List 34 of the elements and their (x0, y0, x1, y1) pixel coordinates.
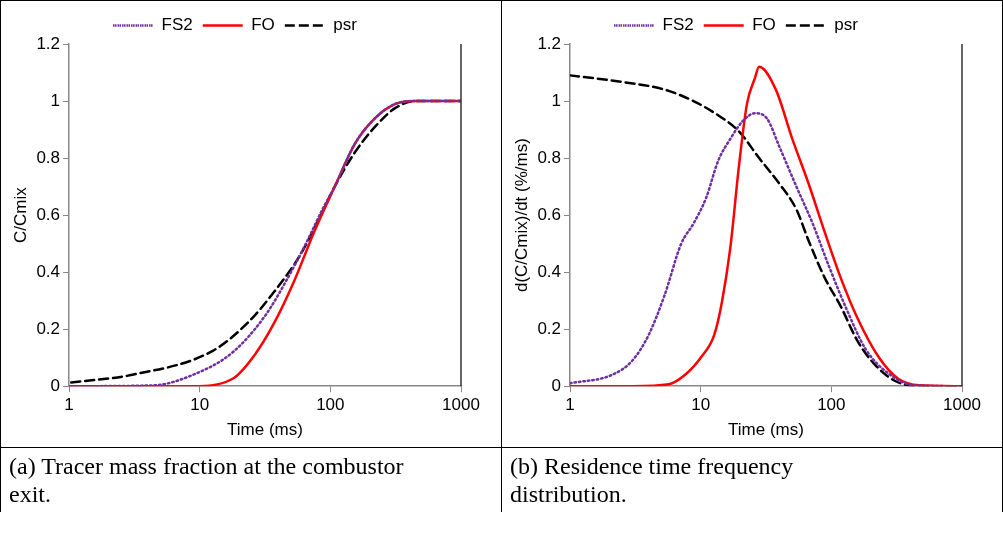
y-tick-label: 0 (50, 375, 61, 395)
x-tick-label: 1000 (442, 395, 480, 415)
x-tick-label: 100 (316, 395, 345, 415)
text: (a) Tracer mass fraction at the combustor exit. (8, 452, 405, 509)
y-tick-label: 1.2 (36, 33, 61, 53)
y-axis-title: d(C/Cmix)/dt (%/ms) (511, 138, 531, 293)
text: (b) Residence time frequency distribution. (509, 452, 795, 509)
y-tick-label: 1 (551, 90, 562, 110)
legend-label: FS2 (161, 15, 193, 35)
x-tick-label: 10 (190, 395, 210, 415)
y-tick-label: 0.8 (537, 147, 562, 167)
x-axis-title: Time (ms) (728, 420, 804, 440)
x-tick-label: 100 (817, 395, 846, 415)
legend-label: psr (333, 15, 358, 35)
y-tick-label: 0 (551, 375, 562, 395)
y-tick-label: 0.2 (537, 318, 562, 338)
legend-label: FS2 (662, 15, 694, 35)
legend-label: FO (752, 15, 776, 35)
y-tick-label: 0.6 (537, 204, 562, 224)
x-axis-title: Time (ms) (227, 420, 303, 440)
y-axis-title: C/Cmix (10, 186, 30, 243)
y-tick-label: 1 (50, 90, 61, 110)
x-tick-label: 10 (691, 395, 711, 415)
x-tick-label: 1 (565, 395, 575, 415)
y-tick-label: 0.4 (537, 261, 562, 281)
legend-label: psr (834, 15, 859, 35)
y-tick-label: 0.4 (36, 261, 61, 281)
x-tick-label: 1 (64, 395, 74, 415)
x-tick-label: 1000 (943, 395, 981, 415)
y-tick-label: 0.6 (36, 204, 61, 224)
legend-label: FO (251, 15, 275, 35)
y-tick-label: 0.8 (36, 147, 61, 167)
y-tick-label: 1.2 (537, 33, 562, 53)
y-tick-label: 0.2 (36, 318, 61, 338)
